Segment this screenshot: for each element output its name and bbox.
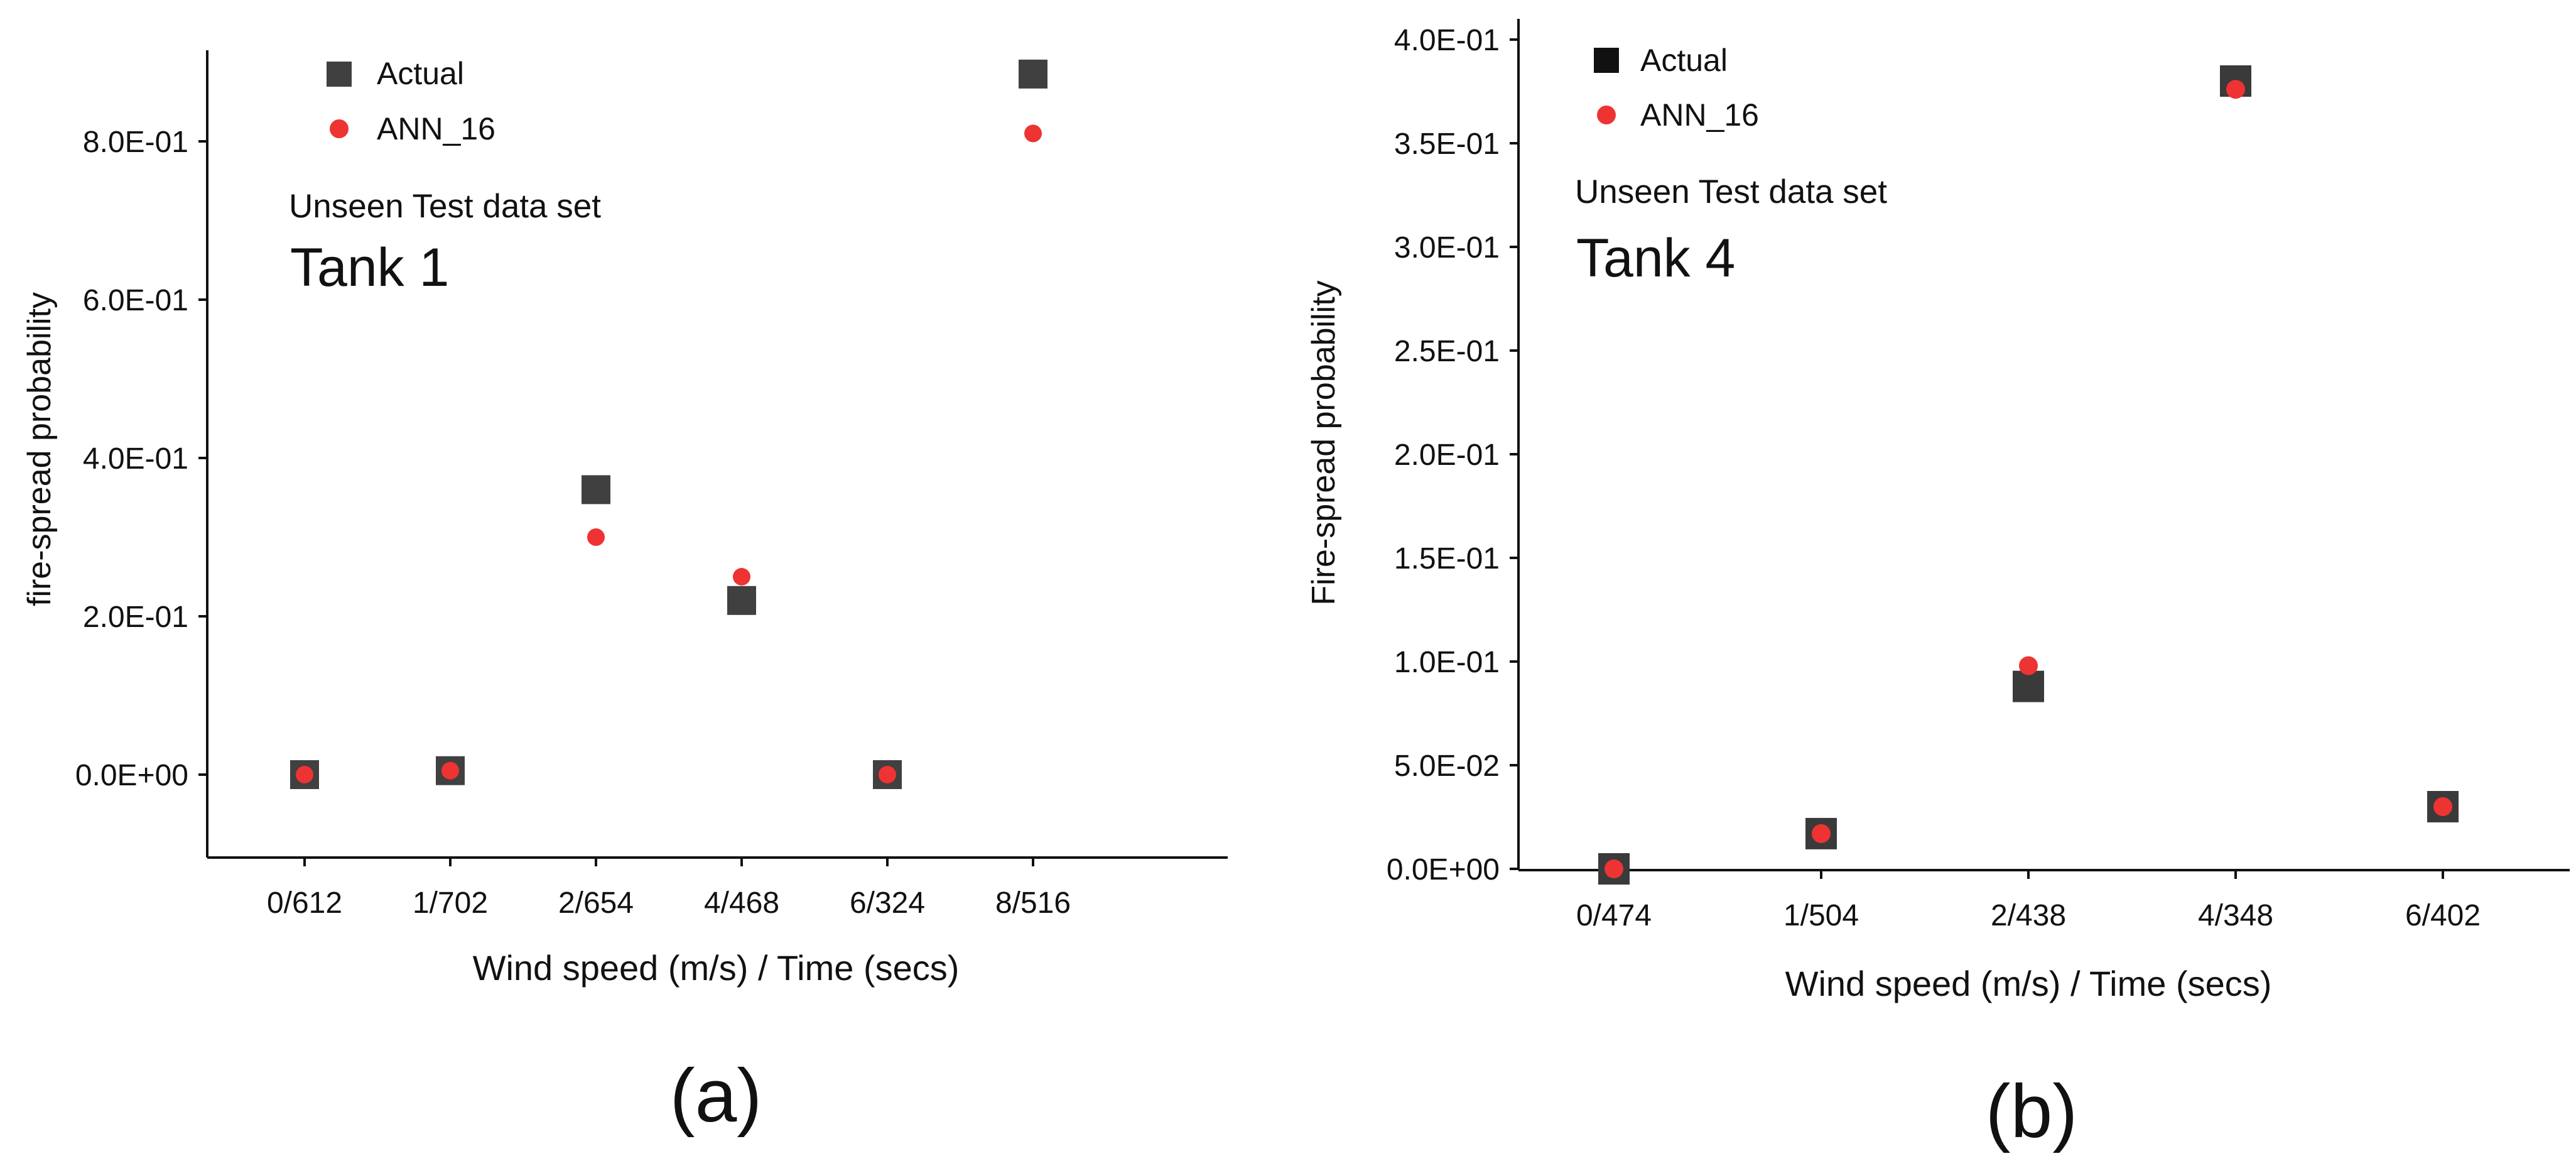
chart-a-legend-ann-marker bbox=[330, 119, 349, 138]
chart-a-legend: Actual ANN_16 bbox=[327, 56, 495, 146]
chart-b-legend-ann-marker bbox=[1597, 106, 1616, 124]
chart-a-series-ann16 bbox=[296, 124, 1042, 783]
chart-a: 0.0E+00 2.0E-01 4.0E-01 6.0E-01 8.0E-01 1.0E+… bbox=[21, 0, 1228, 1138]
chart-a-legend-ann-label: ANN_16 bbox=[377, 111, 495, 146]
chart-a-x-tick-label: 6/324 bbox=[850, 886, 925, 920]
chart-b-annotation-title: Tank 4 bbox=[1576, 228, 1735, 288]
chart-a-panel-label: (a) bbox=[670, 1054, 762, 1138]
chart-a-ann16-point bbox=[587, 528, 605, 546]
chart-a-y-tick-label: 6.0E-01 bbox=[83, 284, 188, 317]
chart-a-actual-point bbox=[727, 586, 756, 615]
chart-a-ann16-point bbox=[296, 766, 313, 783]
chart-a-series-actual bbox=[290, 59, 1047, 789]
chart-b-ylabel: Fire-spread probability bbox=[1306, 280, 1342, 605]
chart-a-x-tick-label: 2/654 bbox=[558, 886, 634, 920]
chart-b-y-tick-label: 1.0E-01 bbox=[1394, 646, 1500, 679]
chart-b-actual-point bbox=[2013, 670, 2044, 702]
chart-b-ann16-point bbox=[1605, 859, 1623, 878]
chart-b-y-tick-label: 4.0E-01 bbox=[1394, 24, 1500, 57]
chart-b-legend-actual-marker bbox=[1594, 48, 1619, 73]
chart-b-y-tick-label: 1.5E-01 bbox=[1394, 542, 1500, 575]
chart-b-y-tick-label: 2.0E-01 bbox=[1394, 439, 1500, 472]
chart-b-series-ann16 bbox=[1605, 80, 2452, 878]
chart-b-x-tick-label: 0/474 bbox=[1576, 899, 1652, 932]
chart-b-y-tick-label: 0.0E+00 bbox=[1387, 853, 1500, 886]
chart-a-actual-point bbox=[582, 475, 610, 504]
chart-a-annotation-subtitle: Unseen Test data set bbox=[289, 188, 601, 225]
chart-a-y-tick-label: 4.0E-01 bbox=[83, 442, 188, 476]
chart-a-x-tick-label: 8/516 bbox=[995, 886, 1071, 920]
chart-a-x-tick-labels: 0/612 1/702 2/654 4/468 6/324 8/516 bbox=[267, 886, 1071, 920]
chart-b-xlabel: Wind speed (m/s) / Time (secs) bbox=[1785, 964, 2272, 1003]
chart-b-ann16-point bbox=[2226, 80, 2245, 99]
chart-a-legend-actual-marker bbox=[327, 62, 352, 87]
chart-a-x-ticks bbox=[303, 858, 1034, 866]
chart-a-y-tick-label: 2.0E-01 bbox=[83, 601, 188, 634]
chart-a-annotation-title: Tank 1 bbox=[290, 237, 449, 298]
chart-b-x-tick-label: 6/402 bbox=[2405, 899, 2481, 932]
chart-a-y-tick-label: 8.0E-01 bbox=[83, 126, 188, 159]
chart-b-y-ticks bbox=[1510, 38, 1518, 870]
chart-b-ann16-point bbox=[1812, 824, 1831, 843]
chart-b-legend-ann-label: ANN_16 bbox=[1640, 97, 1759, 133]
chart-a-legend-actual-label: Actual bbox=[377, 56, 464, 91]
chart-a-y-tick-label: 0.0E+00 bbox=[75, 759, 188, 792]
chart-b-ann16-point bbox=[2433, 797, 2452, 816]
chart-b-panel-label: (b) bbox=[1986, 1069, 2078, 1153]
chart-b-x-ticks bbox=[1613, 870, 2444, 879]
chart-b-y-tick-label: 2.5E-01 bbox=[1394, 335, 1500, 368]
chart-b-y-tick-label: 5.0E-02 bbox=[1394, 749, 1500, 783]
chart-b-x-tick-label: 4/348 bbox=[2198, 899, 2273, 932]
chart-b-legend-actual-label: Actual bbox=[1640, 43, 1728, 78]
chart-a-ann16-point bbox=[879, 766, 896, 783]
chart-b-x-tick-label: 1/504 bbox=[1783, 899, 1859, 932]
chart-a-ann16-point bbox=[733, 568, 750, 586]
chart-a-ann16-point bbox=[1024, 124, 1042, 143]
chart-a-ann16-point bbox=[441, 761, 459, 780]
chart-b-y-tick-labels: 0.0E+00 5.0E-02 1.0E-01 1.5E-01 2.0E-01 2.5E-… bbox=[1387, 24, 1500, 886]
chart-b-x-tick-labels: 0/474 1/504 2/438 4/348 6/402 bbox=[1576, 899, 2481, 932]
chart-a-y-tick-labels: 0.0E+00 2.0E-01 4.0E-01 6.0E-01 8.0E-01 1.0E+… bbox=[75, 0, 188, 792]
chart-b-y-tick-label: 3.5E-01 bbox=[1394, 128, 1500, 161]
chart-a-x-tick-label: 4/468 bbox=[704, 886, 779, 920]
chart-b-annotation-subtitle: Unseen Test data set bbox=[1575, 173, 1887, 210]
chart-a-x-tick-label: 1/702 bbox=[413, 886, 488, 920]
chart-a-actual-point bbox=[1019, 59, 1047, 89]
chart-a-y-tick-label: 1.0E+00 bbox=[75, 0, 188, 1]
chart-a-y-ticks bbox=[198, 140, 207, 776]
chart-b-y-tick-label: 3.0E-01 bbox=[1394, 231, 1500, 264]
chart-b-x-tick-label: 2/438 bbox=[1991, 899, 2066, 932]
chart-a-ylabel: fire-spread probability bbox=[21, 292, 58, 606]
chart-b: 0.0E+00 5.0E-02 1.0E-01 1.5E-01 2.0E-01 2.5E-… bbox=[1306, 19, 2570, 1153]
chart-a-xlabel: Wind speed (m/s) / Time (secs) bbox=[473, 948, 960, 988]
chart-a-x-tick-label: 0/612 bbox=[267, 886, 342, 920]
chart-b-ann16-point bbox=[2019, 656, 2038, 675]
chart-b-legend: Actual ANN_16 bbox=[1594, 43, 1759, 133]
